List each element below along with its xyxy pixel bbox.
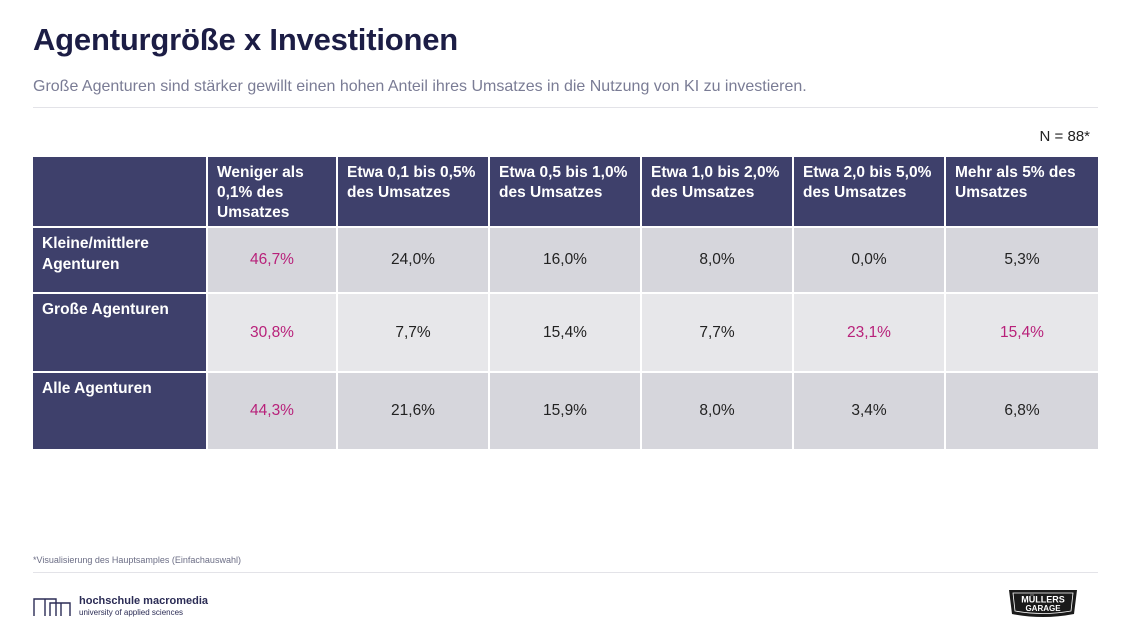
table-cell: 21,6% — [338, 373, 490, 451]
table-cell: 15,4% — [946, 294, 1098, 373]
table-row: Kleine/mittlere Agenturen 46,7% 24,0% 16… — [33, 228, 1098, 294]
table-cell: 7,7% — [642, 294, 794, 373]
page-title: Agenturgröße x Investitionen — [33, 22, 458, 57]
table-cell: 24,0% — [338, 228, 490, 294]
column-header: Etwa 2,0 bis 5,0% des Umsatzes — [794, 157, 946, 228]
table-header-corner — [33, 157, 208, 228]
row-label: Alle Agenturen — [33, 373, 208, 451]
row-label: Große Agenturen — [33, 294, 208, 373]
logo-tagline: university of applied sciences — [79, 608, 184, 617]
table-cell: 0,0% — [794, 228, 946, 294]
column-header: Etwa 0,5 bis 1,0% des Umsatzes — [490, 157, 642, 228]
investment-table: Weniger als 0,1% des Umsatzes Etwa 0,1 b… — [33, 157, 1098, 451]
column-header: Etwa 1,0 bis 2,0% des Umsatzes — [642, 157, 794, 228]
table-row: Alle Agenturen 44,3% 21,6% 15,9% 8,0% 3,… — [33, 373, 1098, 451]
muellers-garage-logo: MÜLLERS GARAGE — [1005, 584, 1081, 627]
table-cell: 6,8% — [946, 373, 1098, 451]
table-cell: 5,3% — [946, 228, 1098, 294]
column-header: Mehr als 5% des Umsatzes — [946, 157, 1098, 228]
table-cell: 7,7% — [338, 294, 490, 373]
table-row: Große Agenturen 30,8% 7,7% 15,4% 7,7% 23… — [33, 294, 1098, 373]
sample-size-label: N = 88* — [1039, 128, 1090, 145]
table-cell: 3,4% — [794, 373, 946, 451]
header-divider — [33, 107, 1098, 108]
page-subtitle: Große Agenturen sind stärker gewillt ein… — [33, 78, 807, 95]
table-cell: 46,7% — [208, 228, 338, 294]
column-header: Weniger als 0,1% des Umsatzes — [208, 157, 338, 228]
logo-line2: GARAGE — [1025, 604, 1061, 613]
macromedia-m-icon — [33, 598, 71, 616]
footer-divider — [33, 572, 1098, 573]
table-cell: 30,8% — [208, 294, 338, 373]
table-cell: 44,3% — [208, 373, 338, 451]
table-cell: 23,1% — [794, 294, 946, 373]
row-label: Kleine/mittlere Agenturen — [33, 228, 208, 294]
hochschule-macromedia-logo: hochschule macromedia university of appl… — [33, 596, 208, 618]
logo-line1: MÜLLERS — [1021, 595, 1065, 605]
table-cell: 15,9% — [490, 373, 642, 451]
footnote: *Visualisierung des Hauptsamples (Einfac… — [33, 555, 241, 565]
logo-name: hochschule macromedia — [79, 595, 208, 607]
table-cell: 8,0% — [642, 373, 794, 451]
table-cell: 15,4% — [490, 294, 642, 373]
table-cell: 8,0% — [642, 228, 794, 294]
table-header-row: Weniger als 0,1% des Umsatzes Etwa 0,1 b… — [33, 157, 1098, 228]
column-header: Etwa 0,1 bis 0,5% des Umsatzes — [338, 157, 490, 228]
table-cell: 16,0% — [490, 228, 642, 294]
